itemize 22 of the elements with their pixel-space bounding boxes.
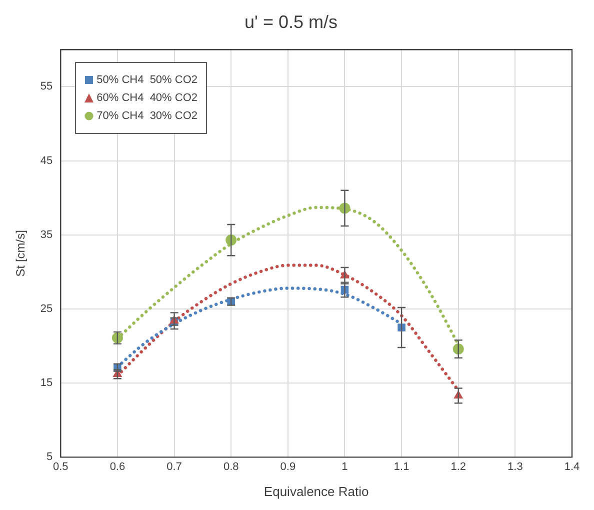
x-tick-label: 1.2 [450, 460, 466, 473]
x-tick-label: 1.4 [564, 460, 580, 473]
y-tick-label: 15 [40, 377, 53, 390]
legend-label: 60% CH4 40% CO2 [96, 92, 198, 104]
legend-label: 70% CH4 30% CO2 [96, 110, 198, 122]
x-tick-label: 0.7 [166, 460, 182, 473]
y-tick-label: 55 [40, 80, 53, 93]
x-tick-label: 0.5 [52, 460, 68, 473]
legend-label: 50% CH4 50% CO2 [96, 74, 198, 86]
y-tick-label: 5 [46, 451, 53, 464]
y-tick-label: 25 [40, 303, 53, 316]
y-tick-label: 45 [40, 154, 53, 167]
y-axis-title: St [cm/s] [14, 230, 28, 277]
x-axis-title: Equivalence Ratio [264, 484, 369, 499]
chart-title: u' = 0.5 m/s [244, 12, 338, 32]
x-tick-label: 1.1 [394, 460, 410, 473]
x-tick-label: 0.8 [223, 460, 239, 473]
x-tick-label: 1 [342, 460, 348, 473]
y-tick-label: 35 [40, 228, 53, 241]
x-tick-label: 0.9 [280, 460, 296, 473]
x-tick-label: 0.6 [110, 460, 126, 473]
x-tick-label: 1.3 [508, 460, 523, 473]
